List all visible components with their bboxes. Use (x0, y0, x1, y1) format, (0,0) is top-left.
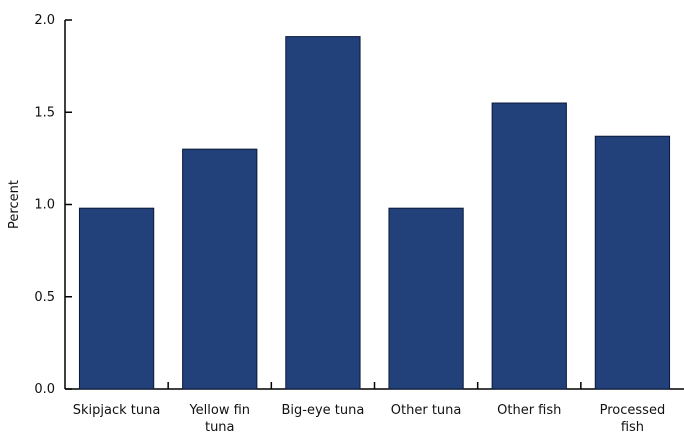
y-tick-label: 2.0 (34, 13, 55, 28)
x-tick-label: Other fish (497, 403, 561, 418)
y-axis: 0.0 0.5 1.0 1.5 2.0 (34, 13, 72, 397)
y-tick-label: 1.5 (34, 105, 55, 120)
bar (594, 135, 671, 390)
y-tick-label: 0.0 (34, 382, 55, 397)
x-tick-label: Yellow fin tuna (188, 403, 250, 435)
y-tick-label: 1.0 (34, 198, 55, 213)
x-tick-label-line: Processed (600, 403, 666, 418)
x-tick-label: Other tuna (391, 403, 462, 418)
bar (285, 36, 361, 390)
y-axis-title: Percent (7, 180, 22, 229)
x-tick-label: Skipjack tuna (73, 403, 161, 418)
bar (182, 148, 258, 390)
x-tick-label-line: Skipjack tuna (73, 403, 161, 418)
y-tick-label: 0.5 (34, 290, 55, 305)
bar (388, 207, 464, 390)
x-tick-label-line: Other fish (497, 403, 561, 418)
bars (78, 36, 671, 390)
x-tick-label-line: tuna (205, 420, 235, 435)
x-axis: Skipjack tuna Yellow fin tuna Big-eye tuna O… (65, 382, 684, 435)
x-tick-label-line: Other tuna (391, 403, 462, 418)
x-tick-label: Big-eye tuna (281, 403, 364, 418)
bar (78, 207, 155, 390)
x-tick-label-line: fish (621, 420, 644, 435)
x-tick-label: Processed fish (600, 403, 666, 435)
bar (491, 102, 567, 390)
x-tick-label-line: Big-eye tuna (281, 403, 364, 418)
x-tick-label-line: Yellow fin (188, 403, 250, 418)
